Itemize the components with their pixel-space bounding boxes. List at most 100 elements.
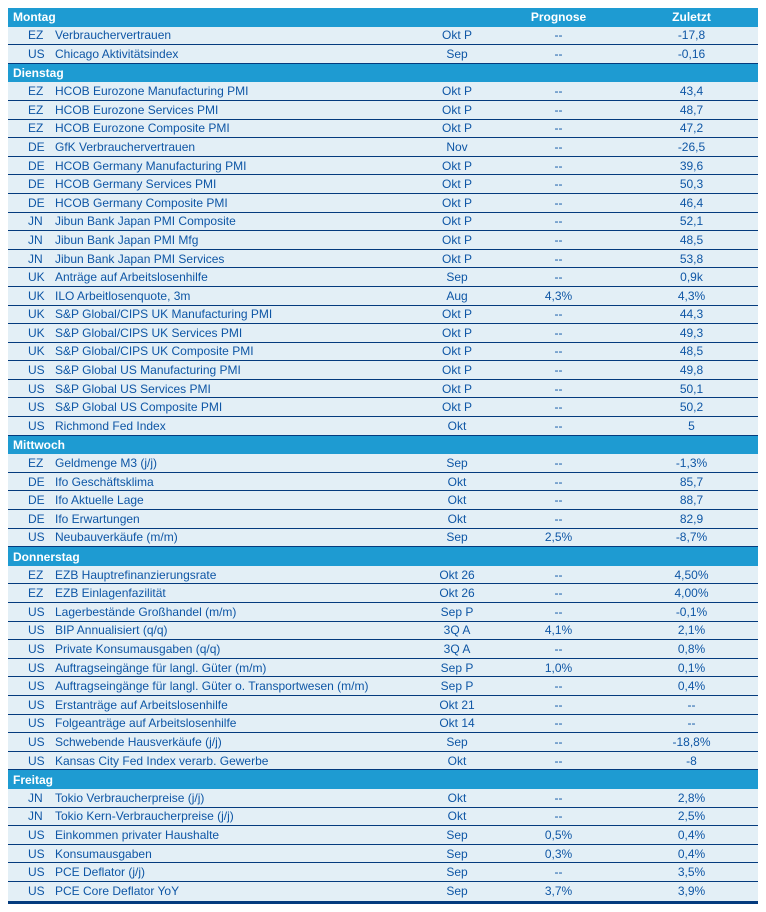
- prognose-value-cell: 1,0%: [544, 660, 573, 675]
- indicator-name-cell: Richmond Fed Index: [55, 418, 166, 433]
- prognose-value-cell: --: [554, 177, 563, 192]
- indicator-name-cell: S&P Global/CIPS UK Services PMI: [55, 325, 243, 340]
- country-code-cell: US: [28, 846, 45, 861]
- prognose-value-cell: 3,7%: [544, 884, 573, 899]
- country-code-cell: EZ: [28, 456, 44, 471]
- table-row: US Lagerbestände Großhandel (m/m) Sep P -- -…: [8, 603, 758, 622]
- table-row: EZ HCOB Eurozone Composite PMI Okt P -- 47,2: [8, 119, 758, 139]
- indicator-name-cell: Folgeanträge auf Arbeitslosenhilfe: [55, 716, 237, 731]
- indicator-name-cell: GfK Verbrauchervertrauen: [55, 139, 196, 154]
- prognose-value-cell: --: [554, 511, 563, 526]
- country-code-cell: US: [28, 827, 45, 842]
- country-code-cell: UK: [28, 307, 45, 322]
- country-code-cell: US: [28, 865, 45, 880]
- indicator-name-cell: HCOB Eurozone Composite PMI: [55, 121, 230, 136]
- prognose-value-cell: --: [554, 641, 563, 656]
- period-cell: Sep P: [440, 679, 474, 694]
- day-label: Freitag: [13, 772, 54, 787]
- zuletzt-value-cell: 53,8: [679, 251, 704, 266]
- indicator-name-cell: Auftragseingänge für langl. Güter (m/m): [55, 660, 267, 675]
- zuletzt-value-cell: 3,5%: [677, 865, 706, 880]
- prognose-value-cell: --: [554, 46, 563, 61]
- indicator-name-cell: PCE Deflator (j/j): [55, 865, 146, 880]
- country-code-cell: US: [28, 884, 45, 899]
- prognose-value-cell: --: [554, 474, 563, 489]
- country-code-cell: UK: [28, 270, 45, 285]
- zuletzt-value-cell: 2,8%: [677, 790, 706, 805]
- indicator-name-cell: Kansas City Fed Index verarb. Gewerbe: [55, 753, 269, 768]
- country-code-cell: US: [28, 697, 45, 712]
- day-header-dienstag: Dienstag: [8, 63, 758, 83]
- prognose-value-cell: --: [554, 158, 563, 173]
- indicator-name-cell: Jibun Bank Japan PMI Services: [55, 251, 225, 266]
- prognose-value-cell: --: [554, 716, 563, 731]
- prognose-value-cell: --: [554, 456, 563, 471]
- prognose-value-cell: --: [554, 586, 563, 601]
- table-row: UK S&P Global/CIPS UK Services PMI Okt P --…: [8, 324, 758, 343]
- period-cell: Sep: [446, 734, 468, 749]
- prognose-value-cell: 4,3%: [544, 288, 573, 303]
- prognose-value-cell: --: [554, 344, 563, 359]
- country-code-cell: DE: [28, 511, 45, 526]
- indicator-name-cell: Ifo Aktuelle Lage: [55, 493, 144, 508]
- indicator-name-cell: HCOB Germany Manufacturing PMI: [55, 158, 247, 173]
- table-row: UK ILO Arbeitlosenquote, 3m Aug 4,3% 4,3%: [8, 286, 758, 306]
- prognose-value-cell: --: [554, 790, 563, 805]
- indicator-name-cell: Einkommen privater Haushalte: [55, 827, 220, 842]
- table-row: US BIP Annualisiert (q/q) 3Q A 4,1% 2,1%: [8, 621, 758, 641]
- table-row: EZ HCOB Eurozone Services PMI Okt P -- 48,7: [8, 100, 758, 120]
- table-row: JN Jibun Bank Japan PMI Mfg Okt P -- 48,5: [8, 231, 758, 250]
- zuletzt-value-cell: 49,8: [679, 363, 704, 378]
- country-code-cell: DE: [28, 474, 45, 489]
- indicator-name-cell: Geldmenge M3 (j/j): [55, 456, 158, 471]
- table-row: US Auftragseingänge für langl. Güter o. T…: [8, 677, 758, 696]
- zuletzt-value-cell: --: [687, 716, 696, 731]
- zuletzt-value-cell: -0,16: [677, 46, 706, 61]
- table-row: US Auftragseingänge für langl. Güter (m/m…: [8, 658, 758, 678]
- zuletzt-value-cell: 4,00%: [674, 586, 709, 601]
- indicator-name-cell: Auftragseingänge für langl. Güter o. Tra…: [55, 679, 369, 694]
- table-row: DE HCOB Germany Manufacturing PMI Okt P -- 3…: [8, 156, 758, 176]
- period-cell: Okt: [447, 790, 467, 805]
- country-code-cell: UK: [28, 344, 45, 359]
- indicator-name-cell: Lagerbestände Großhandel (m/m): [55, 604, 237, 619]
- country-code-cell: US: [28, 641, 45, 656]
- period-cell: Okt P: [441, 251, 472, 266]
- prognose-value-cell: --: [554, 270, 563, 285]
- table-row: DE HCOB Germany Services PMI Okt P -- 50,3: [8, 175, 758, 194]
- country-code-cell: UK: [28, 288, 45, 303]
- country-code-cell: EZ: [28, 586, 44, 601]
- prognose-value-cell: --: [554, 493, 563, 508]
- zuletzt-value-cell: 0,4%: [677, 827, 706, 842]
- indicator-name-cell: Tokio Kern-Verbraucherpreise (j/j): [55, 809, 234, 824]
- period-cell: Okt 14: [439, 716, 475, 731]
- prognose-value-cell: --: [554, 604, 563, 619]
- period-cell: Sep: [446, 846, 468, 861]
- indicator-name-cell: BIP Annualisiert (q/q): [55, 623, 168, 638]
- table-row: DE Ifo Erwartungen Okt -- 82,9: [8, 510, 758, 529]
- prognose-value-cell: --: [554, 102, 563, 117]
- zuletzt-value-cell: 2,1%: [677, 623, 706, 638]
- day-label: Donnerstag: [13, 549, 80, 564]
- zuletzt-value-cell: 49,3: [679, 325, 704, 340]
- prognose-value-cell: --: [554, 679, 563, 694]
- country-code-cell: EZ: [28, 28, 44, 43]
- indicator-name-cell: Schwebende Hausverkäufe (j/j): [55, 734, 222, 749]
- period-cell: Okt: [447, 418, 467, 433]
- country-code-cell: US: [28, 660, 45, 675]
- table-row: EZ Verbrauchervertrauen Okt P -- -17,8: [8, 26, 758, 46]
- table-row: DE Ifo Geschäftsklima Okt -- 85,7: [8, 472, 758, 492]
- country-code-cell: JN: [28, 214, 43, 229]
- table-row: US Chicago Aktivitätsindex Sep -- -0,16: [8, 45, 758, 64]
- country-code-cell: JN: [28, 232, 43, 247]
- zuletzt-value-cell: 0,8%: [677, 641, 706, 656]
- table-row: US Kansas City Fed Index verarb. Gewerbe O…: [8, 751, 758, 771]
- indicator-name-cell: S&P Global US Services PMI: [55, 381, 211, 396]
- period-cell: Okt P: [441, 121, 472, 136]
- zuletzt-value-cell: 4,3%: [677, 288, 706, 303]
- table-row: JN Tokio Verbraucherpreise (j/j) Okt -- 2,8%: [8, 788, 758, 808]
- indicator-name-cell: HCOB Germany Services PMI: [55, 177, 217, 192]
- country-code-cell: UK: [28, 325, 45, 340]
- period-cell: Sep: [446, 827, 468, 842]
- day-header-mittwoch: Mittwoch: [8, 435, 758, 455]
